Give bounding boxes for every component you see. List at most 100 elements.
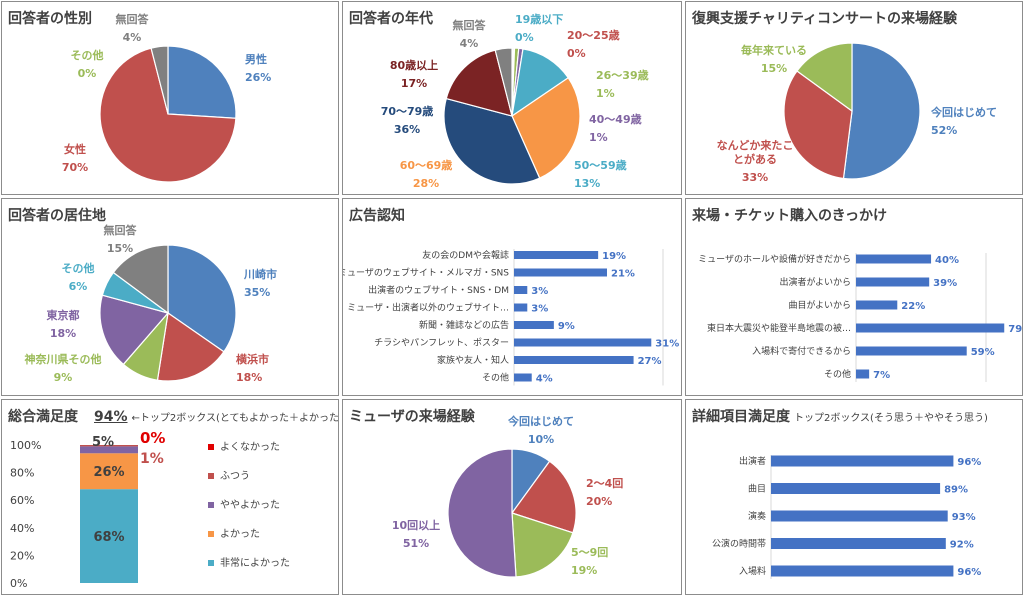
slice-value: 36% bbox=[394, 123, 420, 136]
category-label: その他 bbox=[482, 372, 509, 384]
overall-headline: 94% bbox=[94, 409, 128, 425]
slice-value: 4% bbox=[460, 37, 479, 50]
pie-slice bbox=[112, 244, 169, 315]
pie-slice bbox=[511, 512, 574, 578]
slice-label: 2～4回 bbox=[586, 476, 623, 490]
slice-value: 28% bbox=[413, 177, 439, 190]
slice-label: 10回以上 bbox=[392, 518, 440, 532]
slice-value: 0% bbox=[567, 47, 586, 60]
bar bbox=[771, 483, 941, 494]
data-label: 19% bbox=[602, 251, 626, 262]
slice-value: 15% bbox=[761, 62, 787, 75]
data-label: 21% bbox=[611, 269, 635, 280]
category-label: ミューザのホールや設備が好きだから bbox=[698, 253, 851, 265]
bar bbox=[856, 300, 898, 310]
slice-label: 神奈川県その他 bbox=[25, 352, 102, 366]
bar bbox=[856, 369, 870, 379]
category-label: ミューザ・出演者以外のウェブサイト… bbox=[347, 302, 509, 314]
panel-gender: 回答者の性別 男性 26% 女性 70% その他 0% 無回答 4% bbox=[1, 1, 339, 195]
slice-label: 毎年来ている bbox=[741, 43, 807, 57]
overall-note: ←トップ2ボックス(とてもよかった＋よかった) bbox=[131, 413, 339, 424]
slice-value: 33% bbox=[742, 171, 768, 184]
bar bbox=[514, 373, 532, 382]
slice-value: 52% bbox=[931, 124, 957, 137]
category-label: その他 bbox=[824, 368, 851, 380]
pie-slice bbox=[796, 42, 853, 113]
legend-label: ややよかった bbox=[220, 499, 280, 511]
chart-title: 回答者の居住地 bbox=[8, 208, 106, 224]
pie-slice bbox=[842, 42, 921, 180]
pie-slice bbox=[494, 47, 513, 117]
pie-slice bbox=[447, 448, 517, 578]
slice-label: 無回答 bbox=[116, 12, 150, 26]
data-label: 31% bbox=[655, 339, 679, 350]
slice-value: 9% bbox=[54, 371, 73, 384]
segment-label: 68% bbox=[93, 530, 124, 545]
slice-value: 15% bbox=[107, 242, 133, 255]
bar bbox=[514, 356, 634, 364]
segment-label: 5% bbox=[92, 435, 114, 450]
bar bbox=[514, 251, 599, 259]
pie-slice bbox=[167, 45, 237, 119]
pie-slice bbox=[445, 49, 513, 117]
bar bbox=[856, 254, 932, 264]
slice-value: 0% bbox=[78, 67, 97, 80]
slice-label: 80歳以上 bbox=[390, 58, 438, 72]
legend-swatch bbox=[208, 531, 214, 537]
pie-slice bbox=[511, 48, 570, 118]
data-label: 3% bbox=[531, 304, 548, 315]
category-label: 公演の時間帯 bbox=[712, 538, 766, 550]
pie-slice bbox=[99, 47, 237, 183]
slice-label: 男性 bbox=[245, 52, 267, 66]
legend-label: 非常によかった bbox=[220, 556, 290, 569]
slice-label: その他 bbox=[62, 261, 95, 275]
segment-label: 0% bbox=[140, 429, 165, 447]
bar bbox=[514, 303, 528, 312]
data-label: 7% bbox=[873, 370, 890, 381]
trigger-bar-chart: ミューザのホールや設備が好きだから 40% 出演者がよいから 39% 曲目がよいから 22… bbox=[698, 253, 1022, 382]
bar bbox=[514, 321, 554, 329]
slice-value: 0% bbox=[515, 31, 534, 44]
data-label: 4% bbox=[536, 374, 553, 385]
slice-value: 17% bbox=[401, 77, 427, 90]
slice-value: 20% bbox=[586, 495, 612, 508]
slice-label: 無回答 bbox=[453, 18, 487, 32]
stack-segment bbox=[80, 453, 138, 490]
category-label: 出演者がよいから bbox=[779, 276, 851, 288]
pie-slice bbox=[511, 460, 577, 534]
panel-muza: ミューザの来場経験 今回はじめて 10% 2～4回 20% 5～9回 19% 10回以上 51… bbox=[342, 399, 682, 595]
pie-slice bbox=[150, 45, 169, 115]
stack-segment bbox=[80, 446, 138, 454]
data-label: 93% bbox=[952, 512, 976, 523]
stack-segment bbox=[80, 489, 138, 583]
slice-value: 18% bbox=[236, 371, 262, 384]
legend-swatch bbox=[208, 502, 214, 508]
overall-title: 総合満足度 bbox=[8, 409, 78, 425]
bar bbox=[771, 538, 946, 549]
slice-label: 26～39歳 bbox=[596, 68, 649, 82]
panel-ad: 広告認知 友の会のDMや会報誌 19% ミューザのウェブサイト・メルマガ・SNS 21… bbox=[342, 198, 682, 396]
slice-label: 無回答 bbox=[104, 223, 138, 237]
data-label: 27% bbox=[638, 356, 662, 367]
panel-detail: 詳細項目満足度 トップ2ボックス(そう思う＋ややそう思う) 出演者 96% 曲目 89%… bbox=[685, 399, 1023, 595]
y-tick-label: 80% bbox=[10, 467, 34, 480]
data-label: 40% bbox=[935, 255, 959, 266]
slice-value: 13% bbox=[574, 177, 600, 190]
ad-bar-chart: 友の会のDMや会報誌 19% ミューザのウェブサイト・メルマガ・SNS 21% 出演者の… bbox=[343, 249, 679, 386]
slice-value: 1% bbox=[596, 87, 615, 100]
legend-label: ふつう bbox=[220, 470, 250, 482]
chart-title: 詳細項目満足度 トップ2ボックス(そう思う＋ややそう思う) bbox=[692, 406, 988, 426]
overall-stacked-bar-chart: 0% 20% 40% 60% 80% 100% 68% 26% 5% 0% 1% よくなかったふつうや… bbox=[10, 429, 290, 590]
chart-title: ミューザの来場経験 bbox=[349, 409, 475, 425]
data-label: 22% bbox=[901, 301, 925, 312]
detail-title: 詳細項目満足度 bbox=[692, 409, 790, 425]
detail-bar-chart: 出演者 96% 曲目 89% 演奏 93% 公演の時間帯 92% 入場料 96% bbox=[712, 455, 981, 579]
legend-swatch bbox=[208, 473, 214, 479]
segment-label: 26% bbox=[93, 465, 124, 480]
category-label: 東日本大震災や能登半島地震の被… bbox=[707, 322, 851, 334]
panel-overall: 総合満足度 94% ←トップ2ボックス(とてもよかった＋よかった) 0% 20% 40%… bbox=[1, 399, 339, 595]
legend-swatch bbox=[208, 444, 214, 450]
slice-value: 70% bbox=[62, 161, 88, 174]
muza-pie-chart: 今回はじめて 10% 2～4回 20% 5～9回 19% 10回以上 51% bbox=[392, 414, 623, 578]
